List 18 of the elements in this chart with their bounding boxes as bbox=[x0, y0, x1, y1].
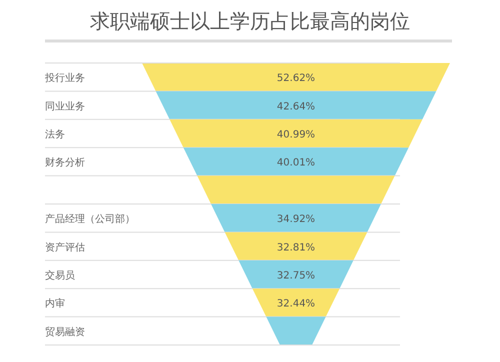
category-label: 投行业务 bbox=[44, 72, 85, 84]
category-label: 交易员 bbox=[45, 270, 75, 282]
data-label: 34.92% bbox=[276, 214, 316, 226]
data-label: 42.64% bbox=[276, 101, 316, 112]
category-label: 产品经理（公司部） bbox=[45, 213, 135, 226]
category-label: 法务 bbox=[45, 128, 65, 140]
data-label: 40.99% bbox=[276, 130, 316, 140]
data-label: 32.81% bbox=[276, 242, 316, 254]
text: 求职端硕士以上学历占比最高的岗位 bbox=[90, 9, 410, 33]
data-label: 32.44% bbox=[276, 298, 316, 310]
data-label: 52.62% bbox=[276, 73, 316, 84]
category-label: 贸易融资 bbox=[45, 326, 85, 338]
category-label: 资产评估 bbox=[45, 241, 85, 254]
data-label: 32.75% bbox=[276, 270, 316, 282]
data-label: 40.01% bbox=[276, 158, 316, 169]
category-label: 财务分析 bbox=[45, 156, 85, 169]
category-label: 内审 bbox=[45, 298, 65, 310]
category-label: 同业业务 bbox=[45, 100, 85, 112]
